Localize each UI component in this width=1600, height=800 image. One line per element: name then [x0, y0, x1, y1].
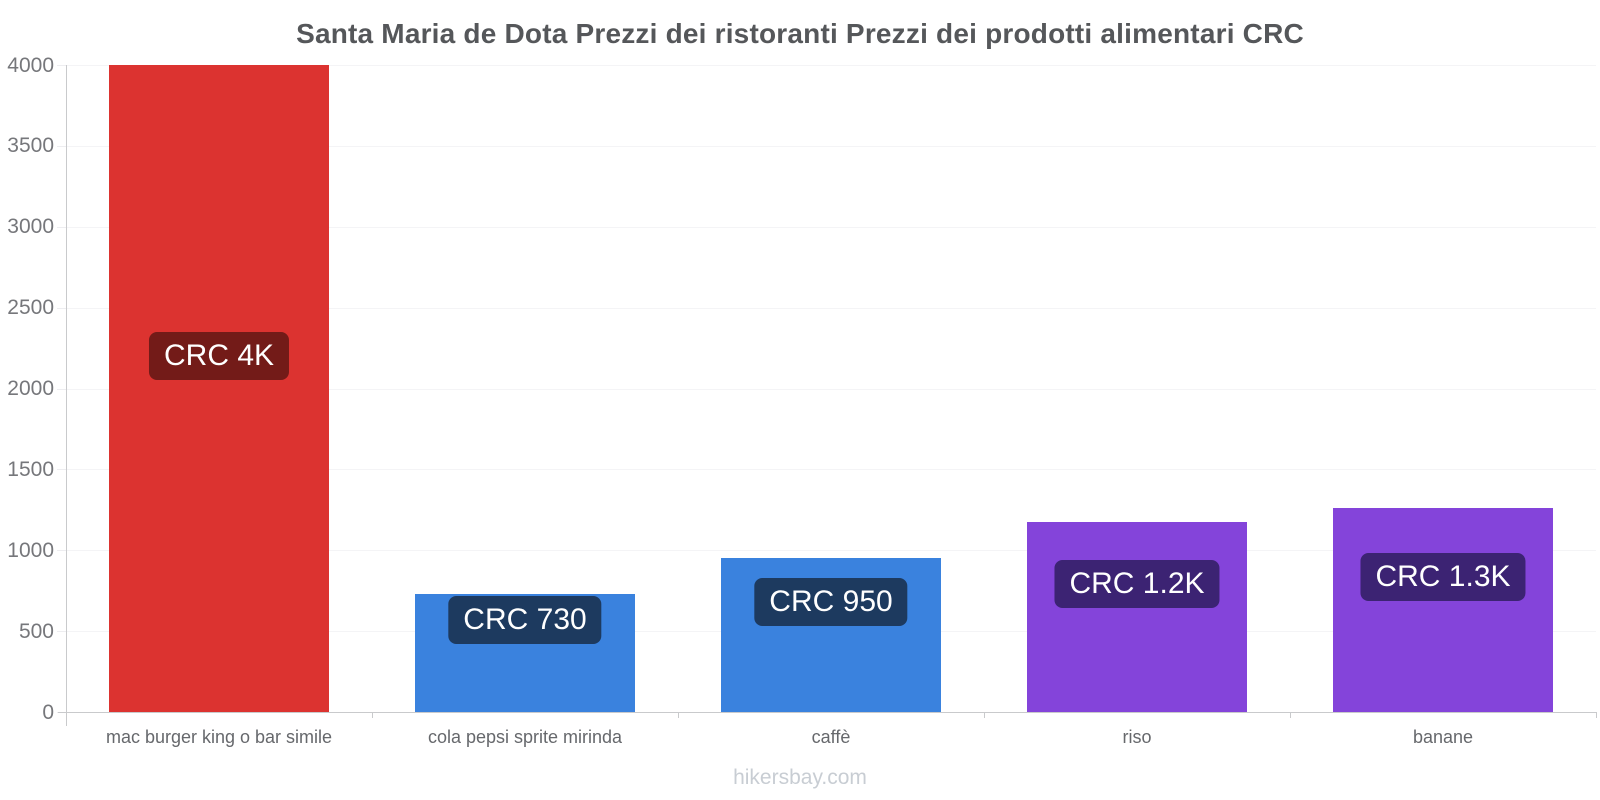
x-axis-category-label: caffè: [811, 727, 851, 747]
y-axis-tick: [57, 226, 66, 228]
bar-value-badge: CRC 950: [754, 578, 908, 627]
chart-title: Santa Maria de Dota Prezzi dei ristorant…: [296, 18, 1304, 49]
y-axis-tick-label: 1500: [7, 457, 54, 481]
y-axis-tick-label: 500: [18, 619, 54, 643]
y-axis-tick: [57, 550, 66, 552]
y-axis-tick-label: 2000: [7, 377, 54, 400]
gridline: [66, 550, 1596, 552]
bar-value-badge: CRC 730: [448, 595, 602, 644]
bar-value-badge: CRC 4K: [148, 331, 290, 380]
x-axis-category-label: mac burger king o bar simile: [105, 727, 333, 747]
gridline: [66, 145, 1596, 147]
y-axis-tick: [57, 388, 66, 390]
y-axis-tick-label: 3500: [7, 134, 54, 158]
gridline: [66, 65, 1596, 66]
y-axis-tick-label: 3000: [7, 215, 54, 239]
y-axis-tick-label: 4000: [7, 53, 54, 77]
watermark-link: hikersbay.com: [733, 766, 867, 789]
gridline: [66, 226, 1596, 228]
x-axis-category-label: cola pepsi sprite mirinda: [427, 727, 623, 747]
x-axis-category-tick: [984, 712, 985, 718]
y-axis-tick: [57, 469, 66, 471]
y-axis-tick: [57, 65, 66, 66]
x-axis-category-label: riso: [1122, 727, 1152, 747]
y-axis-tick-label: 0: [42, 700, 54, 724]
x-axis-category-tick: [1290, 712, 1291, 718]
bar-value-badge: CRC 1.3K: [1360, 553, 1526, 602]
gridline: [66, 307, 1596, 309]
bar-value-badge: CRC 1.2K: [1054, 559, 1220, 608]
x-axis-category-tick: [1596, 712, 1597, 718]
y-axis-tick: [57, 631, 66, 633]
y-axis-tick: [57, 307, 66, 309]
y-axis-tick: [57, 145, 66, 147]
y-axis-line: [66, 65, 67, 726]
y-axis-tick-label: 2500: [7, 296, 54, 320]
bar-5[interactable]: [1333, 508, 1553, 712]
x-axis-category-tick: [372, 712, 373, 718]
bar-1[interactable]: [109, 65, 329, 712]
x-axis-category-tick: [678, 712, 679, 718]
gridline: [66, 469, 1596, 471]
y-axis-tick-label: 1000: [7, 538, 54, 562]
bar-4[interactable]: [1027, 521, 1247, 712]
x-axis-category-label: banane: [1412, 727, 1474, 747]
x-axis-line: [58, 712, 1596, 713]
gridline: [66, 388, 1596, 390]
